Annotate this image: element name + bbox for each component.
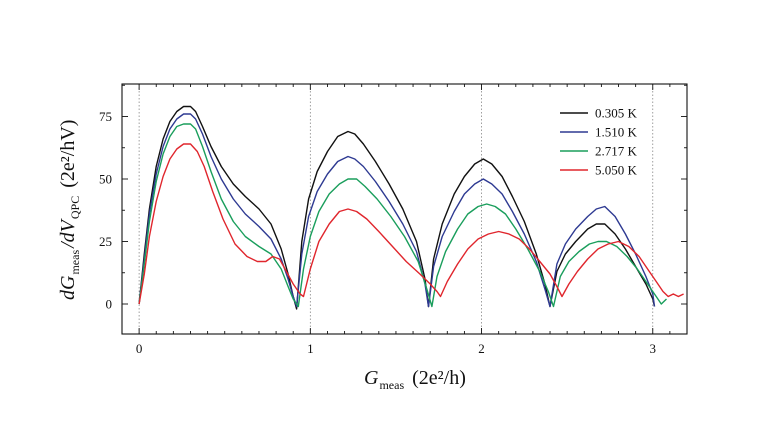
x-axis-label-main: G xyxy=(364,367,379,389)
series-line-0 xyxy=(138,105,656,310)
y-axis-label-units: (2e²/hV) xyxy=(57,120,79,188)
y-axis-label-sub2: QPC xyxy=(68,196,82,219)
legend: 0.305 K 1.510 K 2.717 K 5.050 K xyxy=(560,106,638,178)
series-lines xyxy=(138,105,684,310)
y-tick-label: 50 xyxy=(99,172,112,187)
axis-ticks: 0 1 2 3 0 25 50 75 xyxy=(99,84,688,356)
series-line-3 xyxy=(138,143,684,305)
legend-label-1: 1.510 K xyxy=(595,125,638,140)
gridlines xyxy=(138,84,654,334)
series-line-2 xyxy=(138,123,667,308)
x-tick-label: 1 xyxy=(307,341,314,356)
y-tick-label: 75 xyxy=(99,109,112,124)
y-axis-label: dGmeas/dVQPC (2e²/hV) xyxy=(57,120,82,300)
y-tick-label: 0 xyxy=(106,297,113,312)
legend-label-2: 2.717 K xyxy=(595,144,638,159)
x-tick-label: 3 xyxy=(650,341,657,356)
y-axis-label-sub1: meas xyxy=(68,250,82,275)
x-axis-label-sub: meas xyxy=(379,378,404,392)
y-axis-label-mid: /dV xyxy=(57,217,79,249)
legend-label-0: 0.305 K xyxy=(595,106,638,121)
series-line-1 xyxy=(138,113,656,308)
x-tick-label: 2 xyxy=(478,341,485,356)
y-axis-label-main: dG xyxy=(57,275,79,300)
plot-frame xyxy=(121,83,688,335)
x-axis-label-units: (2e²/h) xyxy=(412,367,466,389)
x-tick-label: 0 xyxy=(136,341,143,356)
y-tick-label: 25 xyxy=(99,234,112,249)
legend-label-3: 5.050 K xyxy=(595,163,638,178)
x-axis-label: Gmeas (2e²/h) xyxy=(364,367,466,392)
